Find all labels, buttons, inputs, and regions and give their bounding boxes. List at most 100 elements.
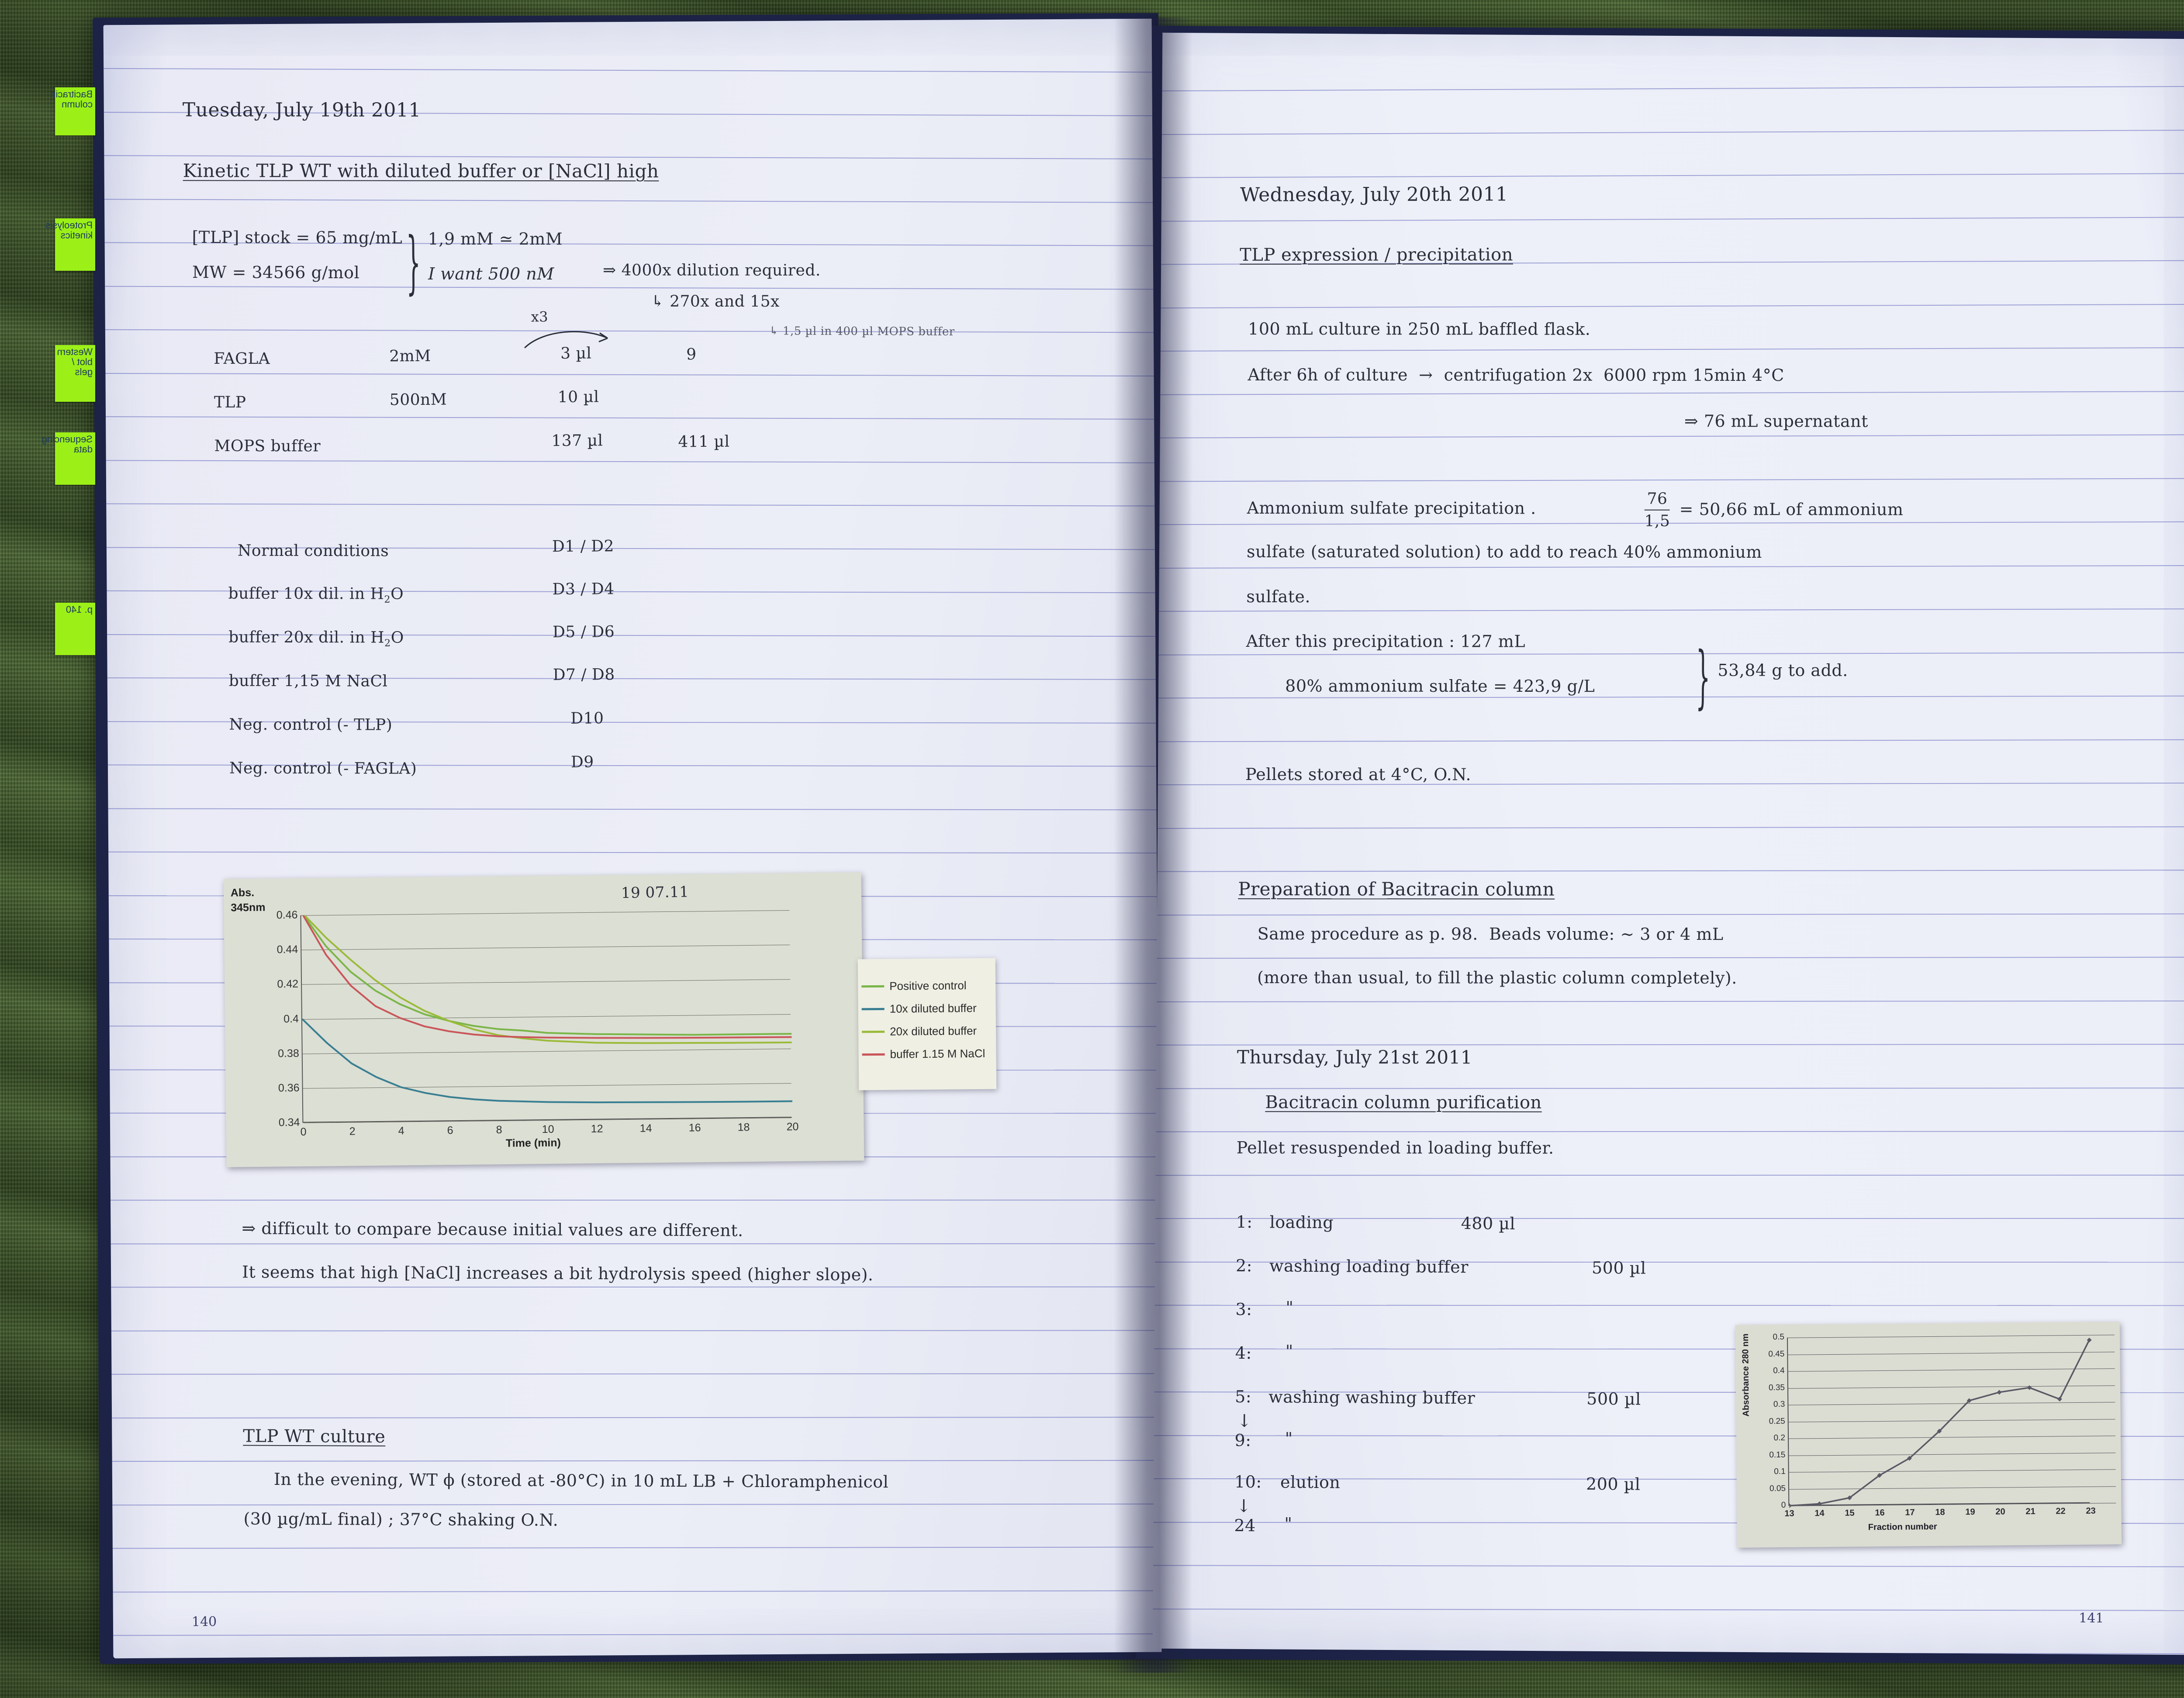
chart2-data-marker [2057,1397,2062,1402]
step-4-no: 5: [1235,1387,1252,1407]
ammonium-brace: } [1695,638,1711,718]
mix-row-1-conc: 500nM [389,390,447,409]
ruled-line [1161,304,2184,308]
sticky-tab-4[interactable]: p. 140 [55,603,95,655]
chart1-x-tick-label: 2 [349,1125,356,1138]
dilution-required: ⇒ 4000x dilution required. [603,261,821,280]
chart1-series-layer [301,911,793,1104]
step-2-no: 3: [1235,1299,1252,1319]
ammonium-line-0: Ammonium sulfate precipitation . [1247,498,1536,518]
kinetic-hydrolysis-chart: Abs. 345nm 19 07.11 Time (min) 0.34 0.36 0… [223,872,864,1167]
step-range-arrow-2-icon: ↓ [1236,1496,1251,1517]
chart1-legend-row-0: Positive control [861,974,995,998]
step-1-label: washing loading buffer [1269,1256,1469,1277]
chart1-legend-swatch [861,1008,885,1010]
dilution-note: ↳ 1,5 µl in 400 µl MOPS buffer [769,324,955,338]
step-3-label: " [1285,1341,1294,1361]
chart1-y-tick-label: 0.4 [283,1012,299,1025]
chart1-legend: Positive control 10x diluted buffer 20x di… [857,958,997,1091]
chart2-y-tick-label: 0.3 [1773,1399,1785,1409]
step-0-vol: 480 µl [1461,1214,1516,1233]
chart1-series-10x-diluted-buffer [301,1018,793,1104]
column-prep-line-0: Same procedure as p. 98. Beads volume: ~… [1257,924,1724,944]
mix-row-0-reagent: FAGLA [214,349,270,368]
chart1-legend-row-2: 20x diluted buffer [862,1019,996,1043]
ruled-line [104,198,1153,203]
chart2-x-tick-label: 23 [2086,1506,2096,1516]
chart2-x-tick-label: 13 [1784,1508,1794,1519]
step-1-vol: 500 µl [1591,1258,1646,1278]
chart1-legend-label: 10x diluted buffer [889,1001,977,1015]
ruled-line [1157,913,2184,915]
chart2-y-tick-label: 0.45 [1768,1349,1785,1359]
sticky-tab-1[interactable]: Proteolysis kinetics [45,218,95,271]
fraction-bar [1644,509,1670,511]
tlp-stock-line: [TLP] stock = 65 mg/mL [192,228,403,248]
chart2-x-tick-label: 21 [2025,1506,2035,1517]
chart1-series-20x-diluted-buffer [301,911,792,1044]
sticky-tab-0[interactable]: Bacitracin column [50,87,95,135]
chart2-x-tick-label: 19 [1965,1507,1975,1517]
ruled-line [1160,478,2184,482]
chart2-data-marker [1847,1495,1852,1501]
chart2-y-tick-label: 0.05 [1769,1484,1786,1493]
chart2-plot-area: 0 0.05 0.1 0.15 0.2 0.25 0.3 0.35 0.4 0.45 0.5 13 14… [1768,1332,2116,1519]
ruled-line [111,1243,1159,1244]
step-6-vol: 200 µl [1586,1474,1641,1494]
chart1-x-tick-label: 16 [688,1122,701,1134]
ammonium-fraction-numerator: 76 [1647,490,1668,508]
tlp-mw-line: MW = 34566 g/mol [192,262,360,283]
left-experiment-title: Kinetic TLP WT with diluted buffer or [N… [183,160,659,182]
ruled-line [108,808,1157,810]
ammonium-line-2: sulfate. [1246,587,1311,607]
right-date-heading: Wednesday, July 20th 2011 [1240,183,1508,206]
ruled-line [1155,1131,2184,1132]
stock-target: I want 500 nM [428,264,554,284]
condition-3-wells: D7 / D8 [553,666,615,684]
multiplier-note: x3 [531,308,549,325]
chart1-x-tick-label: 8 [496,1124,502,1136]
ruled-line [1162,86,2184,92]
chart1-legend-label: buffer 1.15 M NaCl [890,1046,985,1061]
sticky-tab-2[interactable]: Western blot / gels [55,345,95,402]
chart2-x-tick-label: 14 [1814,1508,1825,1519]
step-range-arrow-1-icon: ↓ [1237,1411,1252,1432]
bacitracin-fraction-chart: Absorbance 280 nm Fraction number 0 0.05 0… [1735,1322,2122,1548]
stock-brace: } [406,224,421,303]
ruled-line [112,1503,1161,1505]
multiplier-arrow-icon [524,331,608,349]
ruled-line [1159,565,2184,569]
chart2-x-tick-label: 15 [1845,1508,1855,1518]
page-number-left: 140 [191,1614,217,1630]
step-2-label: " [1286,1298,1294,1317]
chart1-x-tick-label: 18 [737,1121,750,1134]
chart1-legend-row-3: buffer 1.15 M NaCl [862,1042,996,1066]
chart1-plot-area: 0.34 0.36 0.38 0.4 0.42 0.44 0.46 0 2 4 6 8 10 12 14 16… [276,909,799,1138]
ruled-line [105,286,1154,290]
dilution-split: ↳ 270x and 15x [651,292,780,311]
column-prep-title: Preparation of Bacitracin column [1238,878,1555,900]
chart2-data-marker [2027,1385,2032,1390]
ammonium-fraction-denominator: 1,5 [1644,512,1670,530]
step-7-label: " [1284,1514,1292,1533]
condition-0-label: Normal conditions [237,542,389,560]
chart2-data-marker [1817,1501,1822,1506]
chart1-legend-swatch [862,1030,885,1033]
ruled-line [1158,739,2184,742]
sticky-tab-3[interactable]: Sequencing data [42,432,95,485]
ruled-line [1161,173,2184,178]
chart1-x-tick-label: 20 [786,1120,799,1133]
mix-row-1-reagent: TLP [214,393,246,412]
chart2-x-axis-title: Fraction number [1868,1522,1937,1532]
chart2-data-marker [1997,1390,2002,1395]
ruled-line [1156,1044,2184,1046]
condition-5-label: Neg. control (- FAGLA) [229,759,417,778]
chart1-y-tick-label: 0.44 [276,943,298,956]
mix-row-1-vol: 10 µl [557,388,599,407]
expression-line-2: ⇒ 76 mL supernatant [1684,411,1868,431]
chart2-data-marker [1877,1473,1882,1478]
pellets-stored-line: Pellets stored at 4°C, O.N. [1245,764,1472,784]
ruled-line [111,1286,1160,1288]
chart2-series-absorbance [1789,1339,2090,1507]
step-3-no: 4: [1235,1343,1252,1363]
